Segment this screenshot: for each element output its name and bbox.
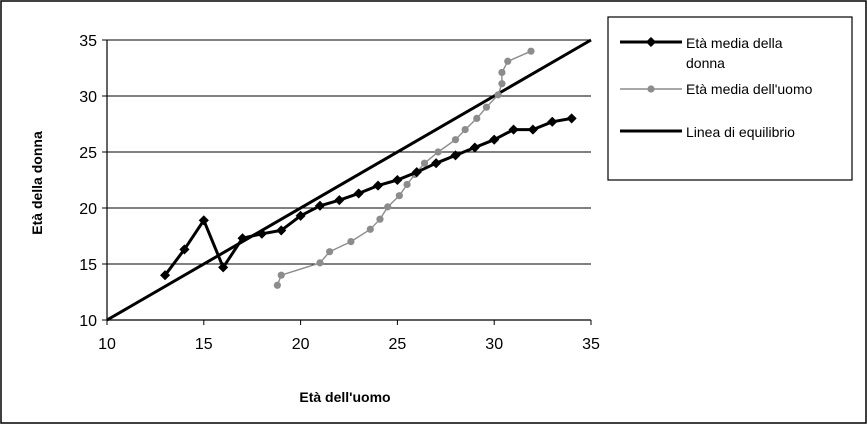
data-point	[326, 248, 334, 256]
data-point	[273, 281, 281, 289]
data-point	[314, 200, 326, 211]
data-point	[527, 47, 535, 55]
x-tick-label: 35	[582, 336, 600, 353]
data-point	[159, 270, 171, 281]
data-point	[547, 116, 558, 127]
data-point	[384, 203, 392, 211]
data-point	[430, 158, 442, 169]
data-point	[316, 259, 324, 267]
x-axis-title: Età dell'uomo	[299, 389, 390, 405]
data-point	[482, 103, 491, 111]
data-point	[403, 180, 411, 189]
data-point	[372, 180, 384, 191]
data-point	[434, 148, 442, 156]
legend-label: Linea di equilibrio	[686, 124, 795, 140]
data-point	[366, 225, 374, 233]
x-tick-label: 30	[485, 336, 503, 353]
data-point	[179, 244, 190, 255]
data-point	[508, 124, 519, 135]
data-point	[489, 134, 500, 145]
data-point	[392, 174, 403, 186]
series-line	[106, 38, 592, 322]
data-point	[420, 159, 429, 167]
y-tick-label: 20	[79, 201, 97, 218]
data-point	[411, 167, 422, 178]
series-0	[159, 113, 577, 281]
data-point	[473, 114, 481, 122]
legend-swatch-marker	[645, 36, 657, 48]
series-line	[163, 116, 572, 277]
y-tick-label: 35	[79, 33, 97, 50]
y-axis-title: Età della donna	[29, 131, 45, 235]
legend-swatch-marker	[647, 85, 655, 93]
data-point	[276, 225, 287, 236]
y-tick-label: 30	[79, 89, 97, 106]
data-point	[295, 210, 306, 221]
series-line	[276, 50, 532, 286]
data-point	[566, 113, 577, 124]
data-point	[527, 124, 539, 135]
data-point	[451, 136, 460, 144]
data-point	[461, 126, 469, 134]
data-point	[504, 57, 512, 65]
data-point	[376, 215, 384, 223]
data-point	[198, 215, 209, 226]
data-point	[256, 228, 268, 239]
x-tick-label: 10	[98, 336, 116, 353]
data-point	[353, 188, 364, 199]
legend-label: Età media dell'uomo	[686, 81, 813, 97]
data-point	[277, 271, 285, 279]
series-2	[106, 38, 592, 322]
series-1	[273, 47, 535, 289]
data-point	[450, 150, 461, 161]
data-point	[498, 80, 506, 88]
x-tick-label: 20	[292, 336, 310, 353]
y-tick-label: 15	[79, 257, 97, 274]
data-point	[494, 91, 502, 99]
data-point	[469, 142, 480, 153]
data-point	[334, 195, 345, 206]
legend-label: donna	[686, 55, 725, 71]
y-tick-label: 10	[79, 313, 97, 330]
x-tick-label: 25	[389, 336, 407, 353]
data-point	[237, 233, 248, 244]
y-tick-label: 25	[79, 145, 97, 162]
legend-label: Età media della	[686, 35, 783, 51]
legend: Età media della donna Età media dell'uomo L…	[607, 16, 853, 181]
data-point	[218, 262, 229, 273]
data-point	[395, 192, 403, 200]
gridlines	[107, 39, 591, 265]
data-point	[498, 68, 506, 77]
x-tick-label: 15	[195, 336, 213, 353]
data-point	[347, 238, 355, 246]
